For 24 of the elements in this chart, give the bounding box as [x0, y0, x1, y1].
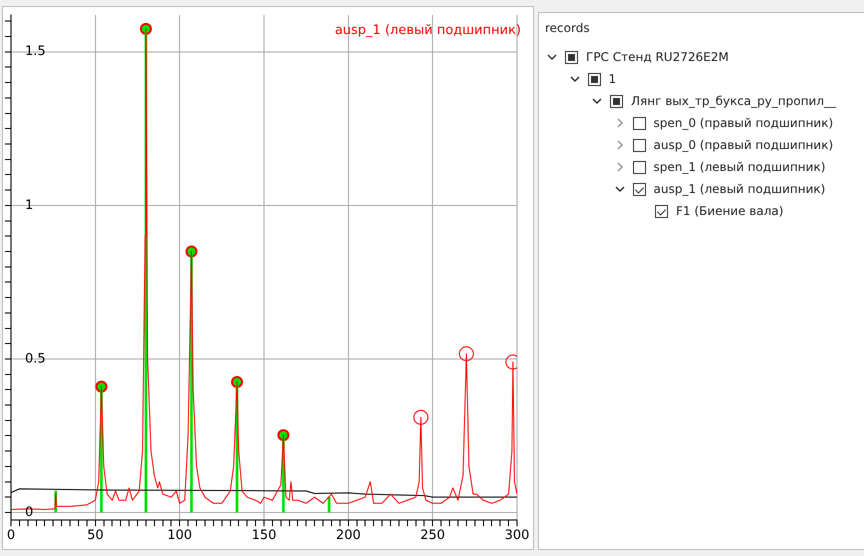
text: Лянг вых_тр_букса_ру_пропил__ [631, 94, 836, 108]
y-tick-label: 1.5 [25, 44, 46, 60]
x-tick-label: 150 [252, 528, 276, 544]
text: ausp_1 (левый подшипник) [654, 182, 826, 196]
text: spen_0 (правый подшипник) [654, 116, 834, 130]
point [458, 346, 474, 362]
text: ГРС Стенд RU2726E2M [586, 50, 729, 64]
x-tick-label: 250 [420, 528, 446, 544]
y-tick-label: 1 [25, 198, 34, 213]
x-tick-label: 0 [6, 528, 16, 544]
y-tick-label: 0.5 [25, 351, 46, 366]
x-tick-label: 100 [167, 528, 192, 544]
text: records [545, 21, 590, 35]
text: spen_1 (левый подшипник) [654, 160, 826, 174]
bar [328, 496, 330, 512]
y-tick-label: 0 [25, 504, 34, 520]
x-tick-label: 300 [504, 528, 530, 544]
text: ausp_1 (левый подшипник) [334, 23, 521, 38]
x-tick-label: 50 [87, 528, 104, 544]
text: 1 [608, 72, 616, 86]
point [413, 410, 428, 425]
text: ausp_0 (правый подшипник) [654, 138, 834, 152]
x-tick-label: 200 [336, 528, 361, 544]
text: F1 (Биение вала) [676, 204, 784, 218]
